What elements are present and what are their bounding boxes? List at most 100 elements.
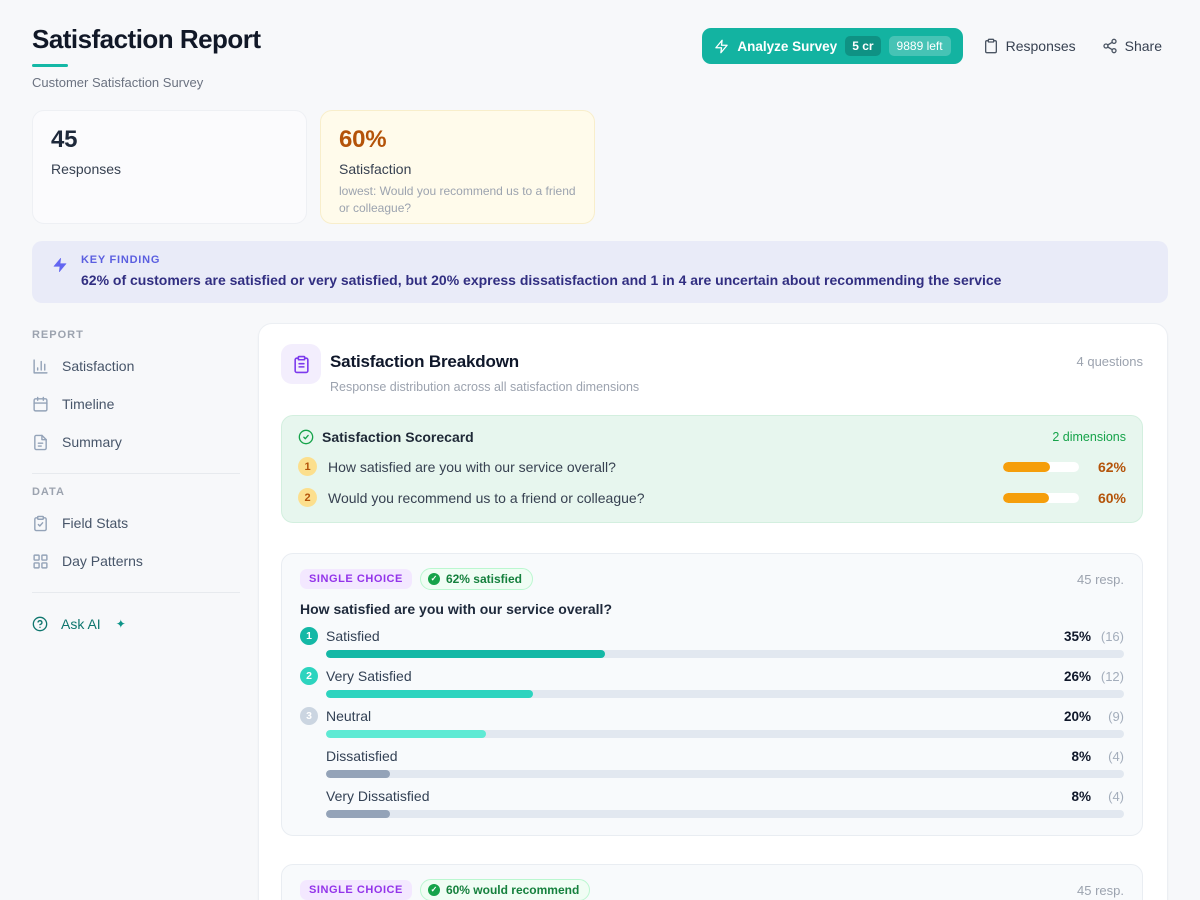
option-label-row: Satisfied 35% (16) <box>326 627 1124 645</box>
content-area: REPORT Satisfaction Timeline Summary DAT… <box>32 323 1168 900</box>
sidebar-section-items: Satisfaction Timeline Summary <box>32 347 240 461</box>
option-values: 8% (4) <box>1071 749 1124 764</box>
scorecard-row: 1 How satisfied are you with our service… <box>298 457 1126 476</box>
section-subtitle: Response distribution across all satisfa… <box>330 380 640 394</box>
scorecard-bar-track <box>1003 461 1079 472</box>
sidebar-item-label: Day Patterns <box>62 553 143 569</box>
responses-button[interactable]: Responses <box>977 28 1082 64</box>
question-badges: SINGLE CHOICE ✓ 62% satisfied 45 resp. <box>300 568 1124 590</box>
sidebar-divider <box>32 592 240 593</box>
sidebar-section: DATA Field Stats Day Patterns <box>32 486 240 580</box>
clipboard-list-icon <box>281 344 321 384</box>
key-finding-text: 62% of customers are satisfied or very s… <box>81 272 1002 288</box>
question-stat-badge: ✓ 60% would recommend <box>419 879 591 900</box>
sidebar-item-label: Satisfaction <box>62 358 135 374</box>
option-count: (9) <box>1108 709 1124 724</box>
satisfaction-percent: 60% <box>339 126 387 153</box>
scorecard-header: Satisfaction Scorecard 2 dimensions <box>298 429 1126 445</box>
question-stat-label: 60% would recommend <box>445 883 580 897</box>
option-label: Neutral <box>326 708 372 724</box>
panel-header: Satisfaction Breakdown Response distribu… <box>281 344 1143 394</box>
stat-card-responses: 45 Responses <box>32 110 307 224</box>
option-label-row: Dissatisfied 8% (4) <box>326 747 1124 765</box>
sidebar-section-title: REPORT <box>32 329 84 341</box>
option-label: Satisfied <box>326 628 380 644</box>
stat-card-satisfaction: 60% Satisfaction lowest: Would you recom… <box>320 110 595 224</box>
option-label-row: Neutral 20% (9) <box>326 707 1124 725</box>
scorecard-percent: 62% <box>1097 458 1126 475</box>
option-count: (12) <box>1100 669 1124 684</box>
question-stat-badge: ✓ 62% satisfied <box>419 568 533 590</box>
scorecard-title: Satisfaction Scorecard <box>322 429 474 445</box>
option-bar-track <box>326 730 1124 738</box>
scorecard-bar-track <box>1003 492 1079 503</box>
scorecard-bar-fill <box>1003 461 1051 472</box>
sidebar: REPORT Satisfaction Timeline Summary DAT… <box>32 323 240 643</box>
option-values: 20% (9) <box>1064 709 1124 724</box>
page-subtitle: Customer Satisfaction Survey <box>32 75 204 90</box>
question-count-badge: 4 questions <box>1076 354 1144 369</box>
option-row: 2 Very Satisfied 26% (12) <box>300 667 1124 698</box>
scorecard-bar-fill <box>1003 492 1049 503</box>
option-values: 26% (12) <box>1064 669 1124 684</box>
scorecard-percent: 60% <box>1097 489 1126 506</box>
sidebar-item-label: Timeline <box>62 396 115 412</box>
sidebar-item-timeline[interactable]: Timeline <box>32 385 240 423</box>
question-card: SINGLE CHOICE ✓ 60% would recommend 45 r… <box>281 864 1143 900</box>
key-finding-label: KEY FINDING <box>81 254 161 266</box>
question-stat-label: 62% satisfied <box>445 572 522 586</box>
option-percent: 26% <box>1063 669 1091 684</box>
option-bar-fill <box>326 650 606 658</box>
option-bar-fill <box>326 770 390 778</box>
bar-chart-icon <box>32 358 49 375</box>
option-label-row: Very Dissatisfied 8% (4) <box>326 787 1124 805</box>
title-underline <box>32 64 68 67</box>
sidebar-item-field-stats[interactable]: Field Stats <box>32 504 240 542</box>
scorecard-question: Would you recommend us to a friend or co… <box>328 489 645 506</box>
option-percent: 8% <box>1071 749 1091 764</box>
scorecard-rows: 1 How satisfied are you with our service… <box>298 457 1126 507</box>
credits-remaining-badge: 9889 left <box>888 36 951 56</box>
sparkle-icon: ✦ <box>115 617 126 631</box>
option-label-row: Very Satisfied 26% (12) <box>326 667 1124 685</box>
option-bar-track <box>326 650 1124 658</box>
responses-count: 45 <box>51 126 78 153</box>
question-options: 1 Satisfied 35% (16) 2 Very Satisfied 26… <box>300 627 1124 823</box>
option-bar-fill <box>326 810 390 818</box>
clipboard-icon <box>983 38 999 54</box>
sidebar-section-title: DATA <box>32 486 65 498</box>
option-bar-fill <box>326 690 534 698</box>
responses-label: Responses <box>1005 38 1076 54</box>
sidebar-sections: REPORT Satisfaction Timeline Summary DAT… <box>32 329 240 593</box>
option-bar-track <box>326 810 1124 818</box>
responses-stat-label: Responses <box>51 161 122 177</box>
topbar-actions: Analyze Survey 5 cr 9889 left Responses … <box>702 24 1168 64</box>
option-percent: 20% <box>1063 709 1091 724</box>
option-label: Very Dissatisfied <box>326 788 430 804</box>
option-bar-fill <box>326 730 486 738</box>
option-rank-badge: 3 <box>300 707 318 725</box>
option-bar-track <box>326 770 1124 778</box>
sidebar-item-satisfaction[interactable]: Satisfaction <box>32 347 240 385</box>
scorecard-row-number: 1 <box>298 457 317 476</box>
grid-icon <box>32 553 49 570</box>
title-block: Satisfaction Report Customer Satisfactio… <box>32 24 261 90</box>
analyze-survey-button[interactable]: Analyze Survey 5 cr 9889 left <box>702 28 963 64</box>
analyze-survey-label: Analyze Survey <box>737 38 838 54</box>
sidebar-item-summary[interactable]: Summary <box>32 423 240 461</box>
credit-cost-badge: 5 cr <box>845 36 881 56</box>
section-title: Satisfaction Breakdown <box>330 352 519 371</box>
option-values: 8% (4) <box>1071 789 1124 804</box>
ask-ai-button[interactable]: Ask AI ✦ <box>32 605 240 643</box>
calendar-icon <box>32 396 49 413</box>
share-button[interactable]: Share <box>1096 28 1168 64</box>
option-rank-badge: 2 <box>300 667 318 685</box>
document-icon <box>32 434 49 451</box>
scorecard-dimensions-badge: 2 dimensions <box>1052 430 1126 444</box>
option-bar-track <box>326 690 1124 698</box>
satisfaction-scorecard: Satisfaction Scorecard 2 dimensions 1 Ho… <box>281 415 1143 523</box>
bolt-icon <box>714 39 729 54</box>
sidebar-item-day-patterns[interactable]: Day Patterns <box>32 542 240 580</box>
panel-titles: Satisfaction Breakdown Response distribu… <box>330 344 639 394</box>
